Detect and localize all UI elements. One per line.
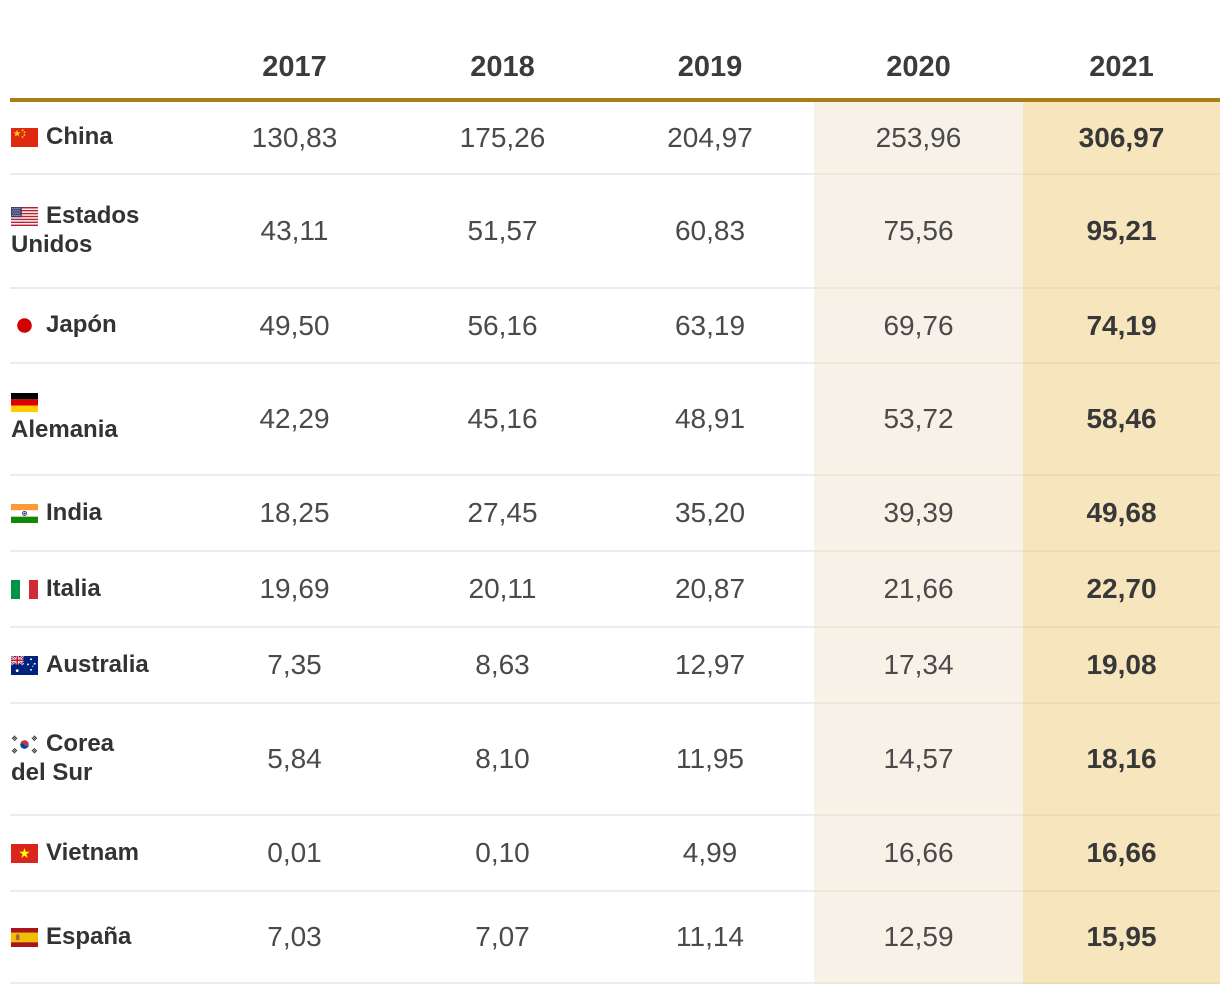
value-cell: 16,66 [814, 815, 1023, 892]
table-row: Alemania 42,29 45,16 48,91 53,72 58,46 [10, 363, 1220, 476]
value-cell: 53,72 [814, 363, 1023, 476]
country-name: China [46, 123, 113, 151]
value-cell: 8,63 [399, 627, 606, 704]
table-row: Australia 7,35 8,63 12,97 17,34 19,08 [10, 627, 1220, 704]
germany-flag-icon [11, 393, 38, 412]
china-flag-icon [11, 128, 38, 147]
value-cell: 58,46 [1023, 363, 1220, 476]
year-column-header: 2019 [606, 0, 814, 102]
country-comparison-table: 2017 2018 2019 2020 2021 China 130,83 17… [10, 0, 1220, 984]
table-header-row: 2017 2018 2019 2020 2021 [10, 0, 1220, 102]
country-cell: Italia [10, 551, 190, 628]
value-cell: 12,59 [814, 891, 1023, 984]
value-cell: 253,96 [814, 100, 1023, 175]
table-row: India 18,25 27,45 35,20 39,39 49,68 [10, 475, 1220, 552]
year-column-header: 2020 [814, 0, 1023, 102]
value-cell: 49,68 [1023, 475, 1220, 552]
value-cell: 7,35 [190, 627, 399, 704]
vietnam-flag-icon [11, 844, 38, 863]
australia-flag-icon [11, 656, 38, 675]
value-cell: 63,19 [606, 288, 814, 364]
value-cell: 19,08 [1023, 627, 1220, 704]
value-cell: 49,50 [190, 288, 399, 364]
value-cell: 18,25 [190, 475, 399, 552]
value-cell: 175,26 [399, 100, 606, 175]
value-cell: 11,14 [606, 891, 814, 984]
country-cell: Japón [10, 288, 190, 364]
value-cell: 5,84 [190, 703, 399, 816]
country-cell: Vietnam [10, 815, 190, 892]
country-cell: Estados Unidos [10, 174, 190, 289]
value-cell: 95,21 [1023, 174, 1220, 289]
value-cell: 16,66 [1023, 815, 1220, 892]
value-cell: 17,34 [814, 627, 1023, 704]
country-name: España [46, 922, 132, 950]
table-row: Vietnam 0,01 0,10 4,99 16,66 16,66 [10, 815, 1220, 892]
country-cell: Alemania [10, 363, 190, 476]
spain-flag-icon [11, 928, 38, 947]
table-row: China 130,83 175,26 204,97 253,96 306,97 [10, 100, 1220, 175]
country-name: Estados Unidos [11, 202, 140, 258]
value-cell: 20,11 [399, 551, 606, 628]
country-name: Australia [46, 650, 149, 678]
value-cell: 130,83 [190, 100, 399, 175]
value-cell: 0,10 [399, 815, 606, 892]
value-cell: 60,83 [606, 174, 814, 289]
year-column-header: 2021 [1023, 0, 1220, 102]
value-cell: 42,29 [190, 363, 399, 476]
value-cell: 21,66 [814, 551, 1023, 628]
value-cell: 19,69 [190, 551, 399, 628]
value-cell: 14,57 [814, 703, 1023, 816]
country-cell: España [10, 891, 190, 984]
india-flag-icon [11, 504, 38, 523]
country-comparison-panel: 2017 2018 2019 2020 2021 China 130,83 17… [10, 0, 1220, 984]
country-name: Vietnam [46, 838, 139, 866]
value-cell: 7,07 [399, 891, 606, 984]
value-cell: 15,95 [1023, 891, 1220, 984]
value-cell: 306,97 [1023, 100, 1220, 175]
table-row: Corea del Sur 5,84 8,10 11,95 14,57 18,1… [10, 703, 1220, 816]
value-cell: 45,16 [399, 363, 606, 476]
country-name: Italia [46, 574, 101, 602]
south-korea-flag-icon [11, 735, 38, 754]
value-cell: 11,95 [606, 703, 814, 816]
value-cell: 7,03 [190, 891, 399, 984]
italy-flag-icon [11, 580, 38, 599]
value-cell: 8,10 [399, 703, 606, 816]
country-name: Japón [46, 311, 117, 339]
value-cell: 0,01 [190, 815, 399, 892]
value-cell: 20,87 [606, 551, 814, 628]
value-cell: 51,57 [399, 174, 606, 289]
year-column-header: 2018 [399, 0, 606, 102]
value-cell: 74,19 [1023, 288, 1220, 364]
value-cell: 48,91 [606, 363, 814, 476]
value-cell: 39,39 [814, 475, 1023, 552]
value-cell: 69,76 [814, 288, 1023, 364]
table-row: España 7,03 7,07 11,14 12,59 15,95 [10, 891, 1220, 984]
table-row: Estados Unidos 43,11 51,57 60,83 75,56 9… [10, 174, 1220, 289]
usa-flag-icon [11, 207, 38, 226]
country-cell: Corea del Sur [10, 703, 190, 816]
country-cell: China [10, 100, 190, 175]
value-cell: 12,97 [606, 627, 814, 704]
japan-flag-icon [11, 316, 38, 335]
country-name: Corea del Sur [11, 730, 115, 786]
country-cell: India [10, 475, 190, 552]
year-column-header: 2017 [190, 0, 399, 102]
value-cell: 27,45 [399, 475, 606, 552]
value-cell: 35,20 [606, 475, 814, 552]
value-cell: 56,16 [399, 288, 606, 364]
value-cell: 4,99 [606, 815, 814, 892]
country-name: Alemania [11, 416, 118, 444]
value-cell: 204,97 [606, 100, 814, 175]
table-row: Japón 49,50 56,16 63,19 69,76 74,19 [10, 288, 1220, 364]
country-column-header [10, 0, 190, 102]
country-cell: Australia [10, 627, 190, 704]
country-name: India [46, 498, 103, 526]
value-cell: 75,56 [814, 174, 1023, 289]
value-cell: 43,11 [190, 174, 399, 289]
value-cell: 22,70 [1023, 551, 1220, 628]
value-cell: 18,16 [1023, 703, 1220, 816]
table-row: Italia 19,69 20,11 20,87 21,66 22,70 [10, 551, 1220, 628]
